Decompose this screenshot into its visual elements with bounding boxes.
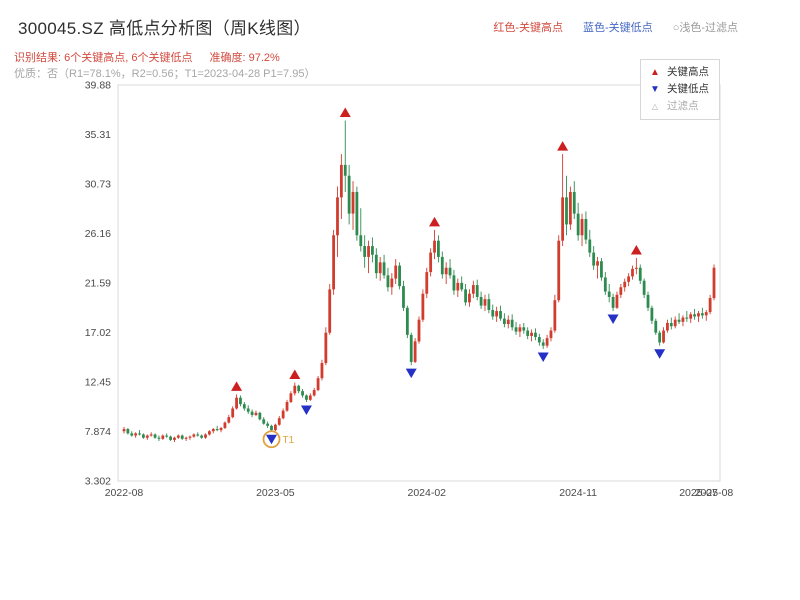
filter-triangle-icon: △ [651,102,659,111]
svg-text:7.874: 7.874 [85,426,111,438]
header-legend-key-low: 蓝色-关键低点 [583,22,653,34]
svg-text:17.02: 17.02 [85,327,111,339]
svg-text:21.59: 21.59 [85,278,111,290]
legend-filter-label: 过滤点 [667,100,699,112]
accuracy-text: 准确度: 97.2% [209,52,280,64]
legend-item-key-low: ▼ 关键低点 [649,82,709,97]
plot-legend: ▲ 关键高点 ▼ 关键低点 △ 过滤点 [640,59,720,120]
svg-text:3.302: 3.302 [85,476,111,488]
key-high-triangle-icon: ▲ [650,67,660,78]
svg-text:12.45: 12.45 [85,376,111,388]
svg-text:35.31: 35.31 [85,129,111,141]
page-title: 300045.SZ 高低点分析图（周K线图） [18,19,311,38]
svg-text:2024-11: 2024-11 [559,487,597,499]
svg-text:2024-02: 2024-02 [407,487,446,499]
recognition-result: 识别结果: 6个关键高点, 6个关键低点 准确度: 97.2% [14,49,280,65]
legend-item-key-high: ▲ 关键高点 [649,65,709,80]
svg-text:T1: T1 [283,435,295,446]
legend-key-high-label: 关键高点 [667,66,709,78]
svg-text:2022-08: 2022-08 [105,487,144,499]
header-legend-filter: ○浅色-过滤点 [672,22,738,34]
svg-text:2025-08: 2025-08 [695,487,734,499]
legend-key-low-label: 关键低点 [667,83,709,95]
svg-text:2023-05: 2023-05 [256,487,295,499]
header-legend: 红色-关键高点 蓝色-关键低点 ○浅色-过滤点 [493,19,738,35]
header-legend-key-high: 红色-关键高点 [493,22,564,34]
svg-text:39.88: 39.88 [85,80,111,92]
svg-text:26.16: 26.16 [85,228,111,240]
svg-text:30.73: 30.73 [85,179,111,191]
recognition-result-text: 识别结果: 6个关键高点, 6个关键低点 [14,52,193,64]
legend-item-filter: △ 过滤点 [649,99,709,114]
svg-text:2025-07: 2025-07 [679,487,718,499]
quality-line: 优质：否（R1=78.1%，R2=0.56；T1=2023-04-28 P1=7… [14,68,316,80]
key-low-triangle-icon: ▼ [650,84,660,95]
